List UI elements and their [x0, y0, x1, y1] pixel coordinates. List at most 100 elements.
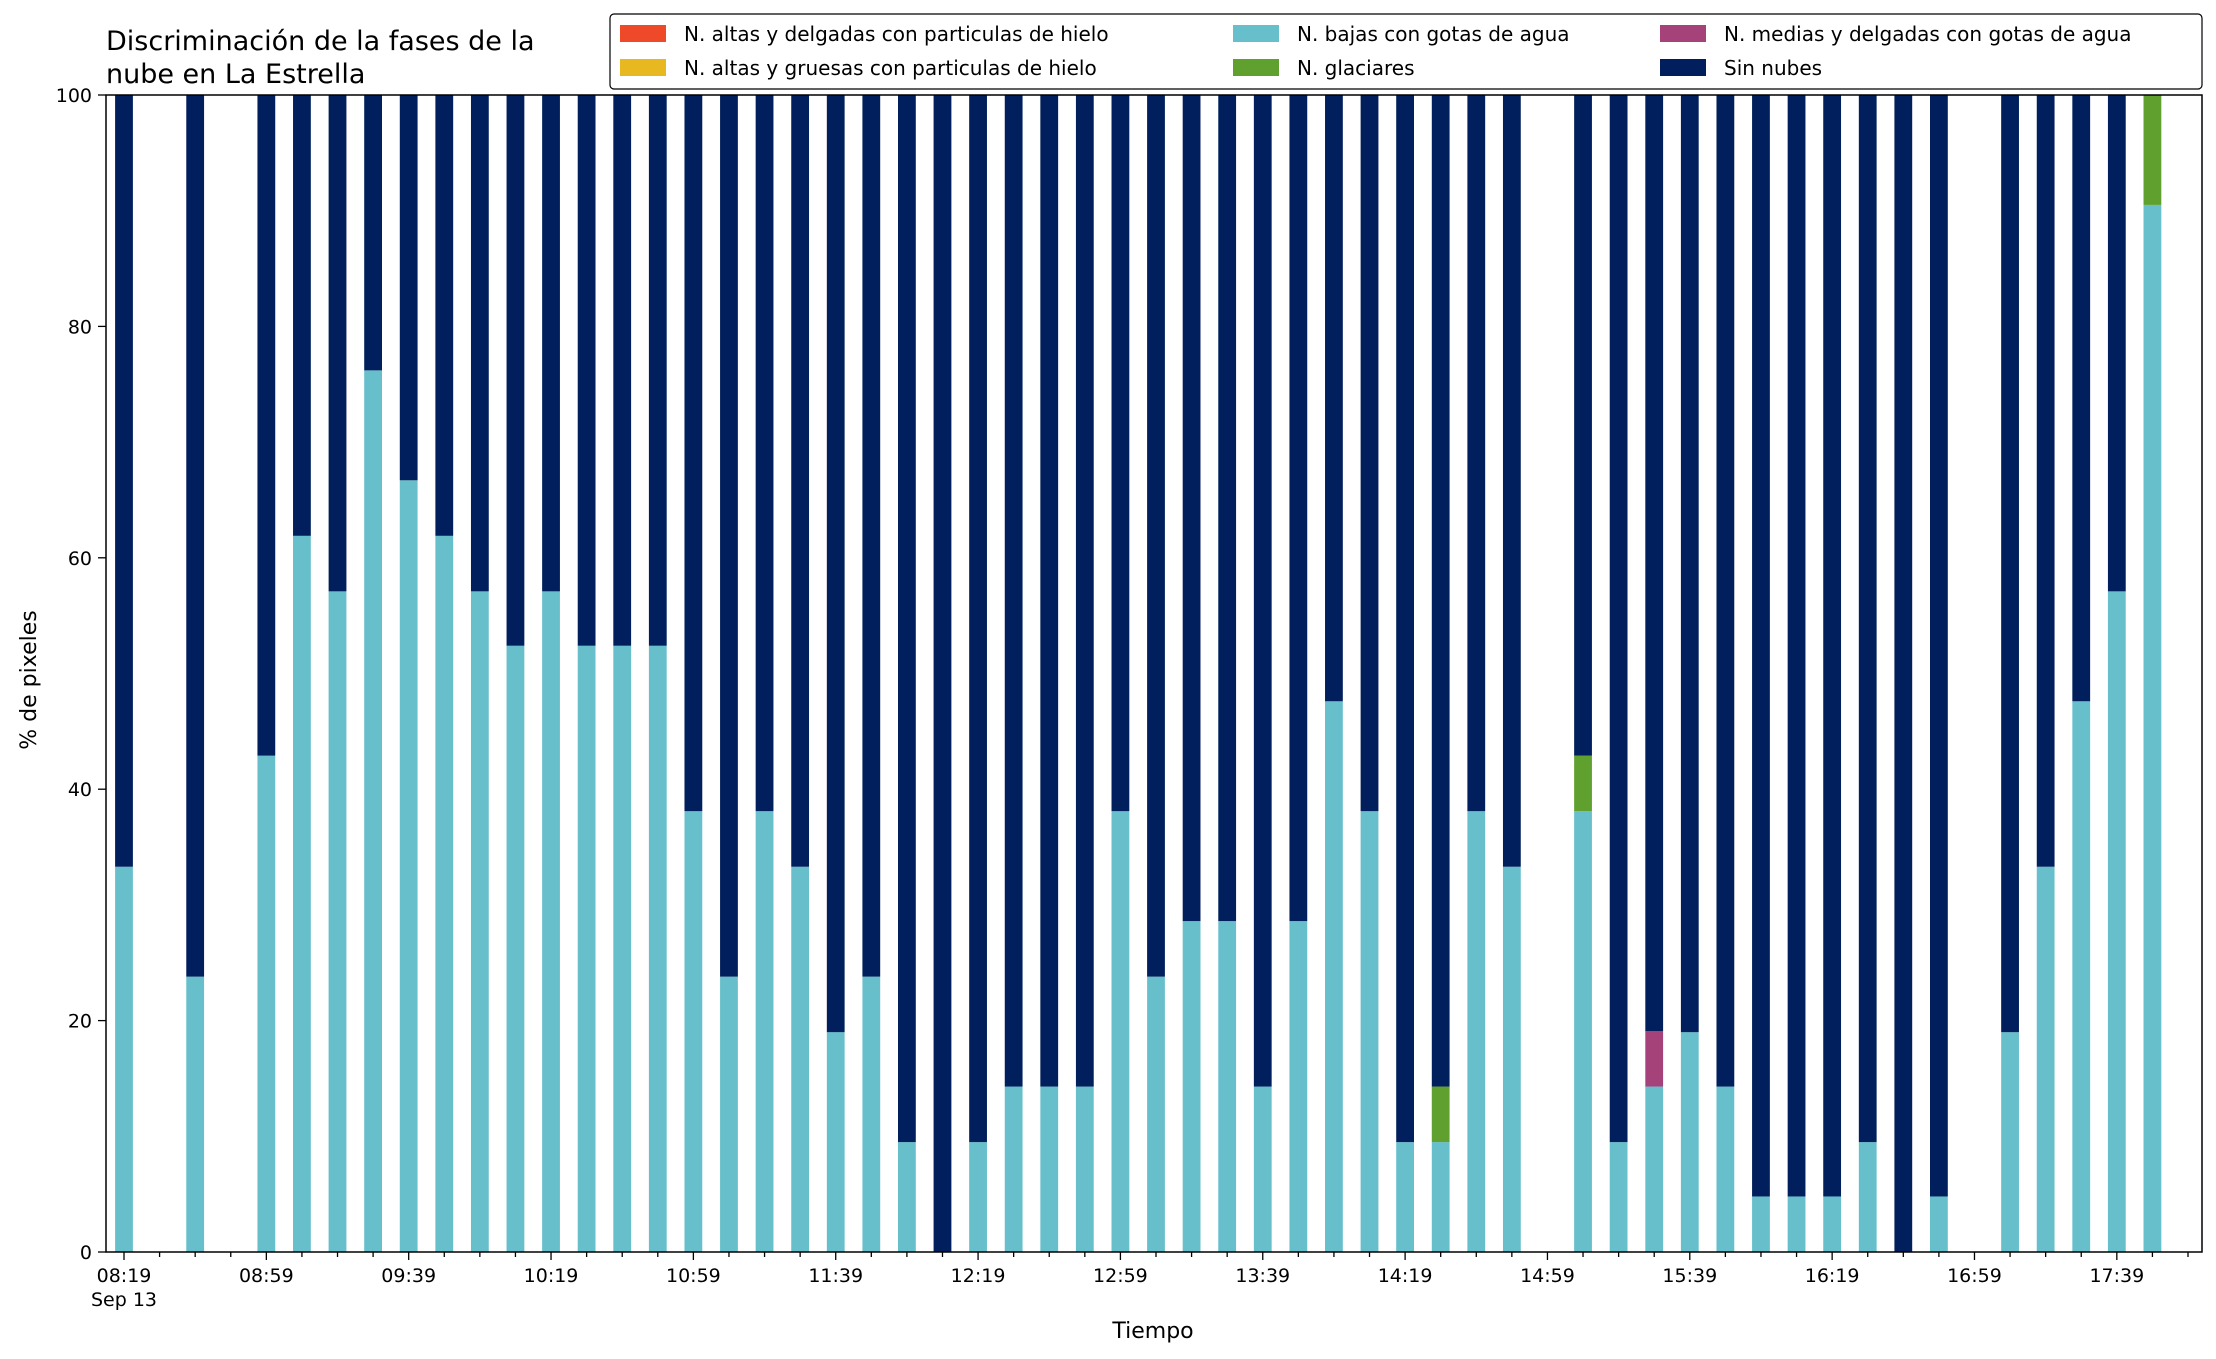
bar-group-5	[293, 95, 311, 1252]
bar-segment-sin	[257, 95, 276, 756]
legend-swatch	[1233, 25, 1279, 42]
bar-group-28	[1111, 95, 1130, 1252]
bar-segment-bajas	[470, 591, 489, 1252]
bar-segment-sin	[969, 95, 987, 1143]
bar-group-30	[1182, 95, 1201, 1252]
bar-segment-bajas	[1253, 1086, 1272, 1252]
chart-title-line-2: nube en La Estrella	[106, 59, 365, 90]
legend-swatch	[620, 25, 666, 42]
bar-segment-bajas	[862, 976, 881, 1252]
bar-segment-bajas	[1004, 1086, 1023, 1252]
legend-box	[609, 13, 2203, 90]
bar-segment-sin	[542, 95, 560, 592]
bar-group-2	[186, 95, 205, 1252]
bar-group-4	[257, 95, 276, 1252]
bar-segment-sin	[2001, 95, 2019, 1033]
bar-group-54	[2036, 95, 2055, 1252]
bar-group-24	[969, 95, 987, 1252]
bar-group-16	[684, 95, 703, 1252]
y-tick-label: 40	[68, 779, 92, 801]
legend-swatch	[1233, 59, 1279, 76]
x-tick-label: 09:39	[381, 1265, 436, 1287]
bar-segment-sin	[826, 95, 845, 1033]
bar-group-57	[2143, 95, 2162, 1252]
bar-group-43	[1645, 95, 1664, 1252]
bar-group-23	[933, 95, 952, 1252]
bar-segment-bajas	[1574, 811, 1592, 1252]
bar-segment-glaciares	[2143, 95, 2162, 205]
bar-segment-sin	[1111, 95, 1130, 812]
x-tick-label: 17:39	[2089, 1265, 2144, 1287]
legend-swatch	[1660, 25, 1706, 42]
bar-segment-bajas	[1182, 921, 1201, 1252]
y-axis: 0 20 40 60 80 100	[56, 85, 106, 1264]
bar-group-49	[1858, 95, 1877, 1252]
bar-segment-sin	[2072, 95, 2091, 702]
bar-segment-bajas	[1858, 1142, 1877, 1252]
bar-segment-bajas	[293, 535, 311, 1252]
bar-segment-sin	[1467, 95, 1486, 812]
chart-title-line-1: Discriminación de la fases de la	[106, 26, 535, 57]
bar-segment-bajas	[2036, 866, 2055, 1252]
bar-segment-sin	[1360, 95, 1379, 812]
bar-segment-bajas	[826, 1032, 845, 1252]
bar-segment-bajas	[364, 370, 382, 1252]
bar-segment-sin	[1075, 95, 1094, 1087]
bar-segment-sin	[2036, 95, 2055, 867]
bar-segment-bajas	[577, 645, 596, 1252]
bar-segment-bajas	[1360, 811, 1379, 1252]
x-tick-label: 12:19	[951, 1265, 1006, 1287]
bar-segment-bajas	[1823, 1196, 1842, 1252]
bar-segment-sin	[1253, 95, 1272, 1087]
bar-group-34	[1325, 95, 1343, 1252]
bar-segment-bajas	[2072, 701, 2091, 1252]
bar-segment-bajas	[1431, 1142, 1450, 1252]
y-tick-label: 0	[80, 1242, 92, 1264]
legend-label: N. bajas con gotas de agua	[1297, 22, 1570, 46]
bar-segment-bajas	[2143, 204, 2162, 1252]
bar-group-55	[2072, 95, 2091, 1252]
bars-layer	[115, 95, 2162, 1252]
legend-label: Sin nubes	[1724, 56, 1822, 80]
legend-item-medias: N. medias y delgadas con gotas de agua	[1660, 22, 2132, 46]
y-tick-label: 60	[68, 548, 92, 570]
bar-segment-sin	[1752, 95, 1770, 1197]
bar-segment-bajas	[791, 866, 810, 1252]
bar-segment-sin	[720, 95, 738, 977]
bar-segment-sin	[186, 95, 205, 977]
bar-group-11	[506, 95, 525, 1252]
legend-swatch	[620, 59, 666, 76]
bar-group-17	[720, 95, 738, 1252]
bar-segment-sin	[1040, 95, 1059, 1087]
bar-segment-sin	[399, 95, 418, 481]
bar-segment-sin	[1930, 95, 1948, 1197]
y-tick-label: 80	[68, 316, 92, 338]
bar-segment-sin	[2107, 95, 2126, 592]
legend-items: N. altas y delgadas con particulas de hi…	[620, 22, 2132, 80]
bar-segment-bajas	[186, 976, 205, 1252]
x-tick-label: 14:59	[1520, 1265, 1575, 1287]
x-tick-label: 10:19	[524, 1265, 579, 1287]
bar-segment-sin	[328, 95, 347, 592]
bar-segment-bajas	[1075, 1086, 1094, 1252]
x-tick-label: 10:59	[666, 1265, 721, 1287]
bar-segment-sin	[435, 95, 454, 536]
bar-group-42	[1609, 95, 1628, 1252]
bar-segment-sin	[1823, 95, 1842, 1197]
bar-group-18	[755, 95, 774, 1252]
bar-group-56	[2107, 95, 2126, 1252]
plot-frame	[105, 94, 2203, 1253]
bar-segment-sin	[470, 95, 489, 592]
bar-group-31	[1218, 95, 1237, 1252]
bar-segment-sin	[115, 95, 133, 867]
bar-segment-sin	[1858, 95, 1877, 1143]
bar-segment-bajas	[1680, 1032, 1699, 1252]
bar-segment-sin	[1645, 95, 1664, 1032]
bar-segment-sin	[1004, 95, 1023, 1087]
bar-segment-bajas	[2001, 1032, 2019, 1252]
bar-segment-bajas	[1752, 1196, 1770, 1252]
bar-group-21	[862, 95, 881, 1252]
bar-segment-sin	[755, 95, 774, 812]
bar-segment-sin	[1289, 95, 1308, 922]
